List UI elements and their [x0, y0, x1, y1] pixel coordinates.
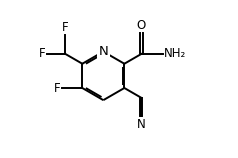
- Text: NH₂: NH₂: [164, 47, 186, 61]
- Text: N: N: [99, 45, 108, 58]
- Text: F: F: [39, 47, 45, 61]
- Text: F: F: [62, 21, 69, 34]
- Text: F: F: [54, 82, 60, 94]
- Text: O: O: [137, 19, 146, 32]
- Text: N: N: [137, 118, 146, 131]
